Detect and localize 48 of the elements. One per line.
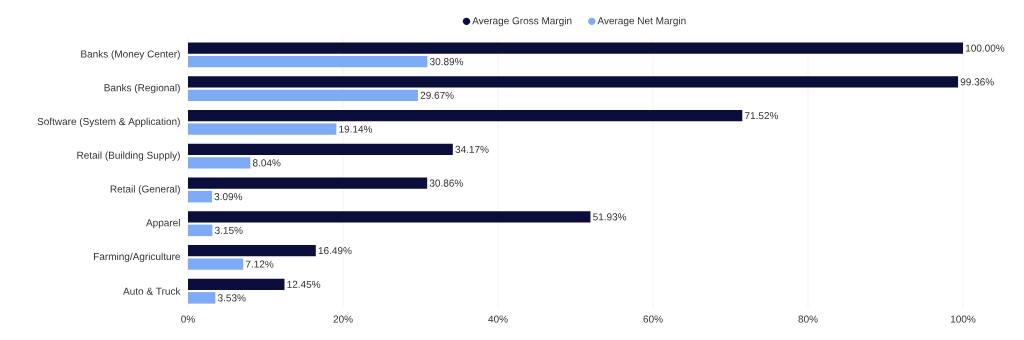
data-label: 3.09% <box>214 193 243 201</box>
bar <box>188 244 316 257</box>
legend-label: Average Net Margin <box>597 16 686 27</box>
data-label: 99.36% <box>960 78 994 86</box>
bar <box>188 123 337 135</box>
y-tick-label: Software (System & Application) <box>37 117 180 128</box>
bar <box>188 55 428 68</box>
bar <box>188 109 743 122</box>
bar <box>188 258 244 270</box>
data-label: 3.15% <box>214 226 243 234</box>
legend-label: Average Gross Margin <box>472 16 572 27</box>
data-label: 16.49% <box>318 247 352 255</box>
data-label: 34.17% <box>455 145 489 153</box>
bar <box>188 278 285 291</box>
y-tick-label: Farming/Agriculture <box>94 252 181 263</box>
data-label: 19.14% <box>339 125 373 133</box>
x-tick-label: 40% <box>488 315 508 323</box>
data-label: 51.93% <box>593 213 627 221</box>
y-tick-label: Auto & Truck <box>123 287 181 295</box>
bar <box>188 157 251 169</box>
bar <box>188 190 212 203</box>
bar <box>188 224 213 237</box>
data-label: 71.52% <box>745 112 779 120</box>
data-label: 29.67% <box>420 91 454 99</box>
x-tick-label: 60% <box>643 315 663 323</box>
y-tick-label: Banks (Money Center) <box>81 50 180 60</box>
data-label: 12.45% <box>287 280 321 288</box>
data-label: 7.12% <box>245 260 274 268</box>
x-tick-label: 20% <box>333 315 353 323</box>
y-tick-label: Banks (Regional) <box>104 83 180 94</box>
x-tick-label: 0% <box>181 315 195 323</box>
x-tick-label: 80% <box>798 315 818 323</box>
x-tick-label: 100% <box>950 315 976 323</box>
y-tick-label: Retail (General) <box>110 185 180 195</box>
data-label: 30.86% <box>429 179 463 187</box>
y-tick-label: Retail (Building Supply) <box>77 151 180 161</box>
y-tick-label: Apparel <box>146 218 180 229</box>
bar <box>188 292 216 304</box>
bar <box>188 211 591 223</box>
data-label: 8.04% <box>252 159 281 167</box>
bar <box>188 76 959 88</box>
bar <box>188 42 964 54</box>
data-label: 30.89% <box>429 58 464 66</box>
bar <box>188 143 453 156</box>
data-label: 100.00% <box>965 44 1005 52</box>
data-label: 3.53% <box>217 294 246 302</box>
bar <box>188 89 418 102</box>
bar <box>188 177 428 189</box>
